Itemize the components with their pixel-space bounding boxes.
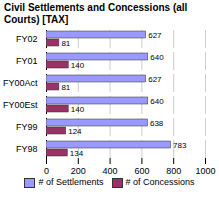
svg-text:FY01: FY01 [16,56,38,66]
svg-text:0: 0 [44,166,49,176]
svg-text:FY00Act: FY00Act [3,78,38,88]
svg-text:FY00Est: FY00Est [3,100,38,110]
html-text:Civil Settlements and Concessi: Civil Settlements and Concessions (all C… [4,2,188,25]
svg-text:627: 627 [148,31,162,40]
svg-text:400: 400 [103,166,118,176]
svg-text:1000: 1000 [195,166,215,176]
svg-text:200: 200 [71,166,86,176]
svg-text:124: 124 [68,127,82,136]
svg-text:600: 600 [134,166,149,176]
svg-text:FY02: FY02 [16,34,38,44]
html-text:# of Concessions: # of Concessions [125,177,195,187]
svg-text:140: 140 [71,105,85,114]
svg-text:FY98: FY98 [16,144,38,154]
svg-text:640: 640 [150,53,164,62]
svg-text:800: 800 [166,166,181,176]
svg-text:640: 640 [150,97,164,106]
svg-text:627: 627 [148,75,162,84]
svg-text:FY99: FY99 [16,122,38,132]
svg-text:638: 638 [150,119,164,128]
svg-text:81: 81 [61,39,70,48]
svg-text:134: 134 [70,149,84,158]
svg-text:783: 783 [173,141,187,150]
svg-text:81: 81 [61,83,70,92]
svg-text:140: 140 [71,61,85,70]
html-text:# of Settlements: # of Settlements [38,177,104,187]
